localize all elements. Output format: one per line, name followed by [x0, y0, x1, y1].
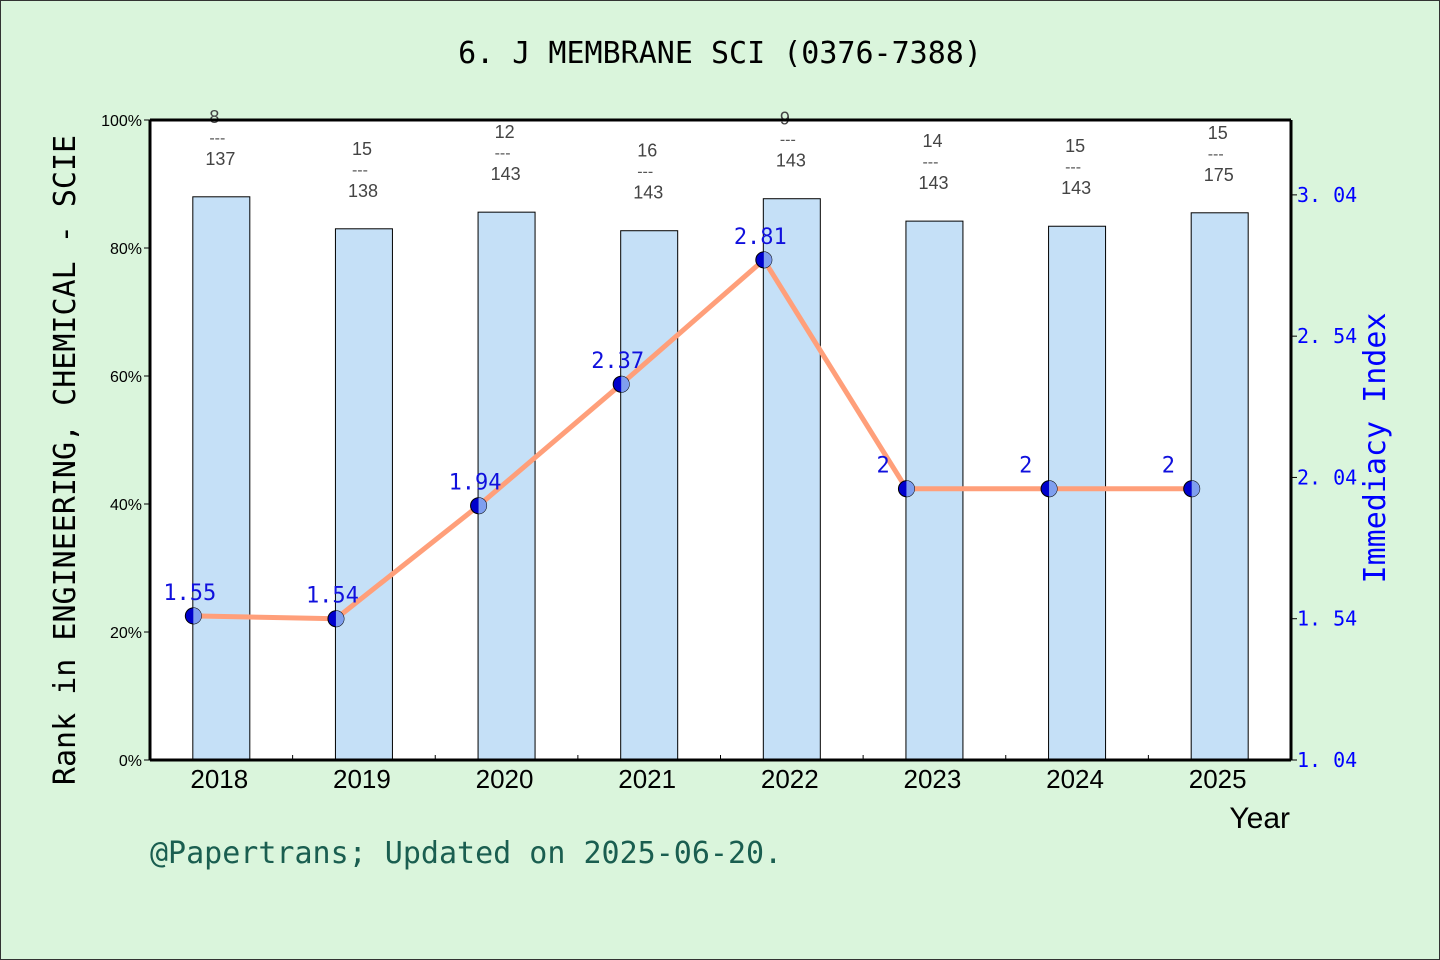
point-highlight	[478, 497, 487, 514]
y-tick-label: 80%	[110, 241, 142, 258]
rank-divider: ---	[1065, 159, 1081, 176]
point-highlight	[763, 251, 772, 268]
rank-label: 14	[922, 131, 942, 151]
bar-2020	[477, 211, 536, 761]
y-axis-label: Rank in ENGINEERING, CHEMICAL - SCIE	[48, 135, 83, 785]
immediacy-label: 1.94	[449, 471, 502, 496]
x-tick-label: 2018	[190, 764, 248, 794]
rank-divider: ---	[637, 164, 653, 181]
rank-divider: ---	[495, 145, 511, 162]
y-tick-label: 20%	[110, 625, 142, 642]
x-tick-label: 2020	[476, 764, 534, 794]
point-highlight	[1191, 480, 1200, 497]
rank-divider: ---	[209, 130, 225, 147]
y2-tick-label: 2. 04	[1297, 465, 1357, 489]
bar-2018	[192, 196, 251, 761]
immediacy-label: 2	[876, 454, 889, 479]
rank-divider: ---	[780, 132, 796, 149]
point-highlight	[193, 607, 202, 624]
rank-divider: ---	[922, 154, 938, 171]
footer-credit: @Papertrans; Updated on 2025-06-20.	[150, 836, 783, 871]
total-label: 143	[491, 164, 521, 184]
x-axis-label: Year	[1229, 802, 1290, 835]
y2-tick-label: 2. 54	[1297, 324, 1357, 348]
point-highlight	[335, 610, 344, 627]
total-label: 143	[776, 151, 806, 171]
y2-tick-label: 1. 54	[1297, 607, 1357, 631]
total-label: 137	[205, 149, 235, 169]
rank-label: 8	[209, 107, 219, 127]
y-tick-label: 60%	[110, 369, 142, 386]
y-tick-label: 0%	[119, 753, 142, 770]
immediacy-label: 1.54	[306, 584, 359, 609]
total-label: 175	[1204, 165, 1234, 185]
immediacy-line	[193, 256, 1192, 622]
y-tick-label: 40%	[110, 497, 142, 514]
x-tick-label: 2019	[333, 764, 391, 794]
y2-tick-label: 3. 04	[1297, 183, 1357, 207]
total-label: 138	[348, 181, 378, 201]
plot-area	[150, 120, 1291, 760]
point-highlight	[621, 376, 630, 393]
y-tick-label: 100%	[101, 113, 142, 130]
rank-divider: ---	[352, 162, 368, 179]
rank-label: 15	[1208, 123, 1228, 143]
immediacy-label: 1.55	[163, 581, 216, 606]
immediacy-label: 2	[1019, 454, 1032, 479]
point-highlight	[906, 480, 915, 497]
rank-divider: ---	[1208, 146, 1224, 163]
immediacy-label: 2.81	[734, 225, 787, 250]
rank-label: 15	[1065, 136, 1085, 156]
bar-2022	[762, 198, 821, 761]
point-highlight	[1049, 480, 1058, 497]
bar-2024	[1048, 225, 1107, 761]
bar-2019	[334, 228, 393, 761]
total-label: 143	[633, 183, 663, 203]
rank-label: 12	[495, 122, 515, 142]
total-label: 143	[1061, 178, 1091, 198]
x-tick-label: 2021	[618, 764, 676, 794]
rank-label: 15	[352, 139, 372, 159]
rank-label: 16	[637, 141, 657, 161]
x-tick-label: 2025	[1189, 764, 1247, 794]
x-tick-label: 2023	[904, 764, 962, 794]
immediacy-label: 2.37	[591, 349, 644, 374]
immediacy-label: 2	[1162, 454, 1175, 479]
chart-title: 6. J MEMBRANE SCI (0376-7388)	[458, 36, 982, 71]
total-label: 143	[918, 173, 948, 193]
x-tick-label: 2022	[761, 764, 819, 794]
bar-2021	[620, 230, 679, 761]
x-tick-label: 2024	[1046, 764, 1104, 794]
y2-tick-label: 1. 04	[1297, 748, 1357, 772]
y2-axis-label: Immediacy Index	[1358, 313, 1393, 584]
